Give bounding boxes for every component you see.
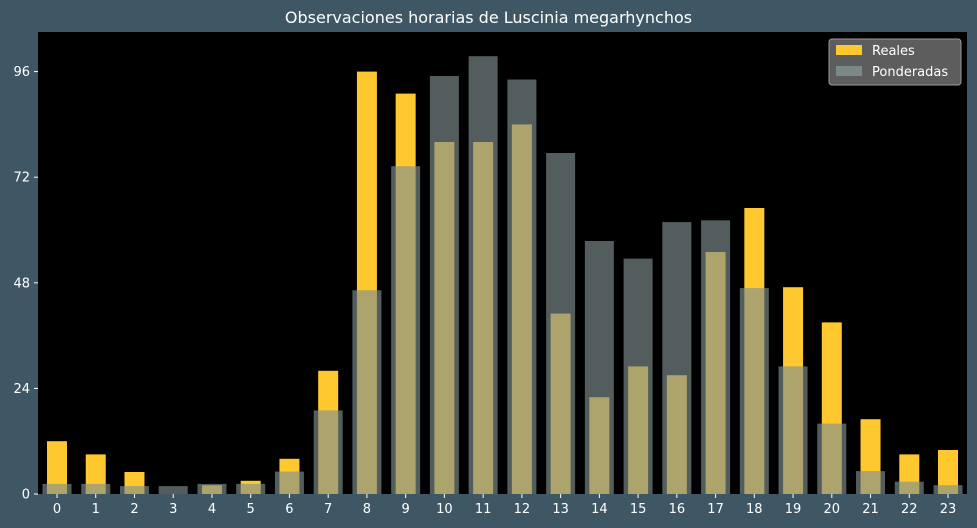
x-tick-label: 20: [824, 502, 841, 517]
x-tick-label: 15: [630, 502, 647, 517]
y-axis: 0 24 48 72 96: [13, 65, 38, 503]
series-ponderadas: [42, 56, 963, 495]
bar-ponderadas-17: [701, 220, 731, 494]
bar-ponderadas-4: [197, 483, 227, 494]
legend-label-reales: Reales: [872, 44, 915, 59]
x-tick-label: 19: [785, 502, 802, 517]
legend-swatch-ponderadas: [836, 66, 862, 76]
bar-ponderadas-20: [817, 423, 847, 494]
x-tick-label: 7: [324, 502, 332, 517]
x-tick-label: 8: [363, 502, 371, 517]
x-tick-label: 11: [475, 502, 492, 517]
x-tick-label: 1: [92, 502, 100, 517]
y-tick-label: 0: [22, 488, 30, 503]
chart-title: Observaciones horarias de Luscinia megar…: [284, 8, 693, 27]
x-tick-label: 22: [901, 502, 918, 517]
bar-ponderadas-13: [546, 153, 576, 494]
bar-ponderadas-14: [584, 241, 614, 494]
bar-ponderadas-16: [662, 222, 692, 494]
bar-ponderadas-9: [391, 166, 421, 494]
y-tick-label: 96: [13, 65, 30, 80]
bar-ponderadas-22: [894, 481, 924, 494]
legend-swatch-reales: [836, 45, 862, 55]
plot-area: [38, 32, 967, 494]
x-tick-label: 13: [552, 502, 569, 517]
bar-ponderadas-2: [119, 486, 149, 494]
bar-ponderadas-19: [778, 366, 808, 494]
bar-ponderadas-23: [933, 485, 963, 494]
x-tick-label: 4: [208, 502, 216, 517]
y-tick-label: 72: [13, 171, 30, 186]
bar-ponderadas-8: [352, 290, 382, 494]
bar-ponderadas-5: [236, 483, 266, 494]
bar-ponderadas-21: [856, 471, 886, 494]
bar-ponderadas-1: [81, 483, 111, 494]
bar-reales-0: [47, 441, 67, 494]
bar-ponderadas-11: [468, 56, 498, 494]
x-tick-label: 12: [514, 502, 531, 517]
x-tick-label: 2: [130, 502, 138, 517]
bar-ponderadas-6: [274, 471, 304, 494]
x-tick-label: 21: [862, 502, 879, 517]
x-tick-label: 23: [940, 502, 957, 517]
bar-ponderadas-7: [313, 410, 343, 494]
bar-ponderadas-3: [158, 486, 188, 494]
y-tick-label: 24: [13, 382, 30, 397]
x-tick-label: 3: [169, 502, 177, 517]
x-tick-label: 17: [707, 502, 724, 517]
legend: Reales Ponderadas: [828, 38, 962, 86]
x-axis: 0 1 2 3 4 5 6 7 8 9 10 11 12 13 14 15 16 17 18 19 20 21 22 23: [53, 494, 956, 517]
bar-ponderadas-18: [739, 288, 769, 494]
x-tick-label: 10: [436, 502, 453, 517]
y-tick-label: 48: [13, 276, 30, 291]
bar-ponderadas-10: [429, 76, 459, 494]
x-tick-label: 14: [591, 502, 608, 517]
bar-ponderadas-0: [42, 483, 72, 494]
x-tick-label: 18: [746, 502, 763, 517]
x-tick-label: 5: [247, 502, 255, 517]
x-tick-label: 0: [53, 502, 61, 517]
x-tick-label: 6: [285, 502, 293, 517]
x-tick-label: 16: [669, 502, 686, 517]
bar-ponderadas-15: [623, 258, 653, 494]
bar-ponderadas-12: [507, 79, 537, 495]
legend-label-ponderadas: Ponderadas: [872, 65, 948, 80]
x-tick-label: 9: [402, 502, 410, 517]
bar-reales-23: [938, 450, 959, 494]
